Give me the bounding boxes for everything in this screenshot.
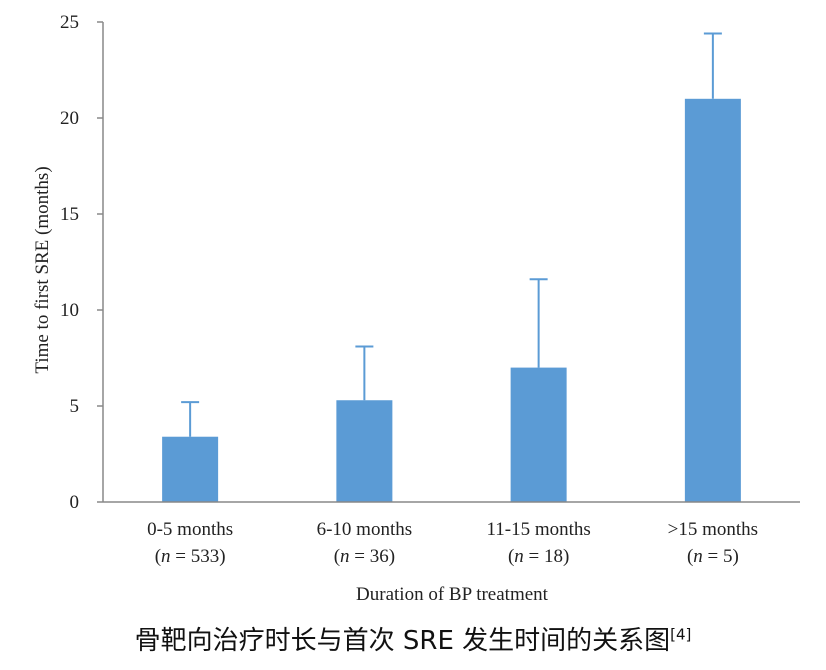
x-tick-sample-size: (n = 18) [508,546,569,567]
x-tick-label: >15 months [668,519,758,540]
y-tick-label: 5 [70,396,80,417]
y-tick-label: 20 [60,108,79,129]
y-tick-label: 0 [70,492,80,513]
x-tick-label: 0-5 months [147,519,233,540]
x-tick-label: 6-10 months [317,519,413,540]
y-tick-label: 10 [60,300,79,321]
y-axis: 0 5 10 15 20 25 [60,12,104,513]
x-tick-sample-size: (n = 533) [155,546,226,567]
y-axis-title: Time to first SRE (months) [32,166,53,373]
y-tick-label: 15 [60,204,79,225]
bar [684,98,741,503]
x-tick-sample-size: (n = 5) [687,546,739,567]
caption-reference: [4] [670,625,692,644]
x-axis-title: Duration of BP treatment [356,584,549,605]
y-tick-label: 25 [60,12,79,33]
bars [162,98,741,503]
bar [510,367,567,502]
x-tick-sample-size: (n = 36) [334,546,395,567]
caption-text: 骨靶向治疗时长与首次 SRE 发生时间的关系图 [134,626,671,656]
bar [336,400,393,502]
x-tick-label: 11-15 months [486,519,590,540]
figure-caption: 骨靶向治疗时长与首次 SRE 发生时间的关系图[4] [0,620,826,657]
error-bars [181,32,722,437]
bar [162,436,219,502]
bar-chart: 0 5 10 15 20 25 0-5 months (n = 533) 6-10 month… [32,12,800,605]
x-axis: 0-5 months (n = 533) 6-10 months (n = 36) 11… [103,501,800,567]
